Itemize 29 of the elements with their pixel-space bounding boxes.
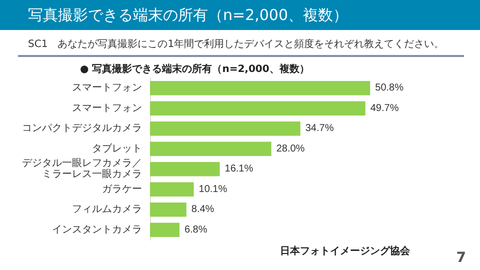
data-label: 16.1% bbox=[224, 164, 254, 175]
bar bbox=[150, 101, 366, 116]
y-tick-label: フィルムカメラ bbox=[72, 204, 142, 216]
data-label: 49.7% bbox=[370, 102, 399, 114]
bar bbox=[150, 222, 180, 237]
text: 日本フォトイメージング協会 bbox=[280, 244, 410, 258]
chart-title: 写真撮影できる端末の所有（n=2,000、複数） bbox=[0, 0, 480, 30]
data-label: 34.7% bbox=[305, 123, 334, 134]
bar bbox=[150, 182, 194, 196]
bar bbox=[150, 81, 370, 96]
data-label: 28.0% bbox=[276, 143, 305, 154]
y-tick-label: デジタル一眼レフカメラ／ミラーレス一眼カメラ bbox=[22, 158, 142, 180]
y-tick-label: スマートフォン bbox=[72, 82, 142, 94]
data-label: 50.8% bbox=[375, 82, 404, 94]
text: 7 bbox=[456, 250, 466, 266]
data-label: 10.1% bbox=[198, 184, 228, 195]
data-label: 8.4% bbox=[191, 204, 214, 216]
y-tick-label: スマートフォン bbox=[72, 102, 142, 114]
data-label: 6.8% bbox=[184, 224, 208, 236]
chart-subtitle: SC1 あなたが写真撮影にこの1年間で利用したデバイスと頻度をそれぞれ教えてください。 bbox=[28, 38, 444, 51]
y-tick-label: インスタントカメラ bbox=[52, 224, 142, 236]
text: ● 写真撮影できる端末の所有（n=2,000、複数） bbox=[80, 62, 310, 76]
y-tick-label: コンパクトデジタルカメラ bbox=[22, 123, 142, 134]
y-tick-label: タブレット bbox=[92, 142, 142, 154]
bar bbox=[150, 122, 300, 136]
bar bbox=[150, 162, 220, 176]
bar bbox=[150, 202, 186, 217]
y-tick-label: ガラケー bbox=[102, 184, 142, 195]
bar bbox=[150, 142, 272, 156]
